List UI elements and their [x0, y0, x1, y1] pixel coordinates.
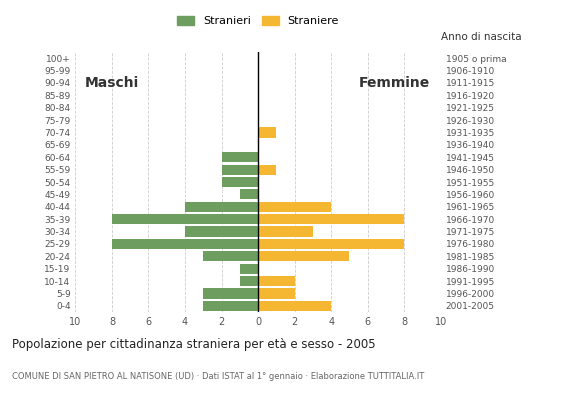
Bar — [112, 214, 258, 224]
Bar — [185, 202, 258, 212]
Bar — [204, 288, 258, 298]
Bar — [204, 251, 258, 261]
Bar — [258, 288, 295, 298]
Text: Maschi: Maschi — [85, 76, 139, 90]
Bar — [258, 202, 331, 212]
Bar — [258, 276, 295, 286]
Bar — [222, 152, 258, 162]
Bar — [258, 128, 276, 138]
Text: Anno di nascita: Anno di nascita — [441, 32, 521, 42]
Bar — [258, 214, 404, 224]
Text: Popolazione per cittadinanza straniera per età e sesso - 2005: Popolazione per cittadinanza straniera p… — [12, 338, 375, 351]
Bar — [258, 226, 313, 237]
Bar — [258, 301, 331, 311]
Bar — [240, 276, 258, 286]
Text: COMUNE DI SAN PIETRO AL NATISONE (UD) · Dati ISTAT al 1° gennaio · Elaborazione : COMUNE DI SAN PIETRO AL NATISONE (UD) · … — [12, 372, 424, 381]
Bar — [258, 164, 276, 175]
Bar — [222, 164, 258, 175]
Bar — [258, 251, 349, 261]
Bar — [185, 226, 258, 237]
Bar — [112, 239, 258, 249]
Legend: Stranieri, Straniere: Stranieri, Straniere — [173, 12, 343, 31]
Bar — [240, 189, 258, 200]
Bar — [222, 177, 258, 187]
Bar — [240, 264, 258, 274]
Bar — [258, 239, 404, 249]
Bar — [204, 301, 258, 311]
Text: Femmine: Femmine — [358, 76, 430, 90]
